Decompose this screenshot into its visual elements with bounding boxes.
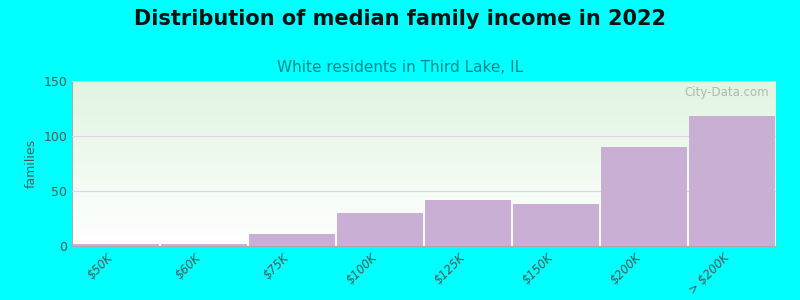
Bar xyxy=(249,234,335,246)
Bar xyxy=(689,116,775,246)
Bar xyxy=(161,244,247,246)
Text: White residents in Third Lake, IL: White residents in Third Lake, IL xyxy=(277,60,523,75)
Bar xyxy=(601,147,687,246)
Bar xyxy=(337,213,423,246)
Text: Distribution of median family income in 2022: Distribution of median family income in … xyxy=(134,9,666,29)
Bar xyxy=(73,244,159,246)
Text: City-Data.com: City-Data.com xyxy=(684,86,769,99)
Bar xyxy=(425,200,511,246)
Y-axis label: families: families xyxy=(25,139,38,188)
Bar xyxy=(513,204,599,246)
